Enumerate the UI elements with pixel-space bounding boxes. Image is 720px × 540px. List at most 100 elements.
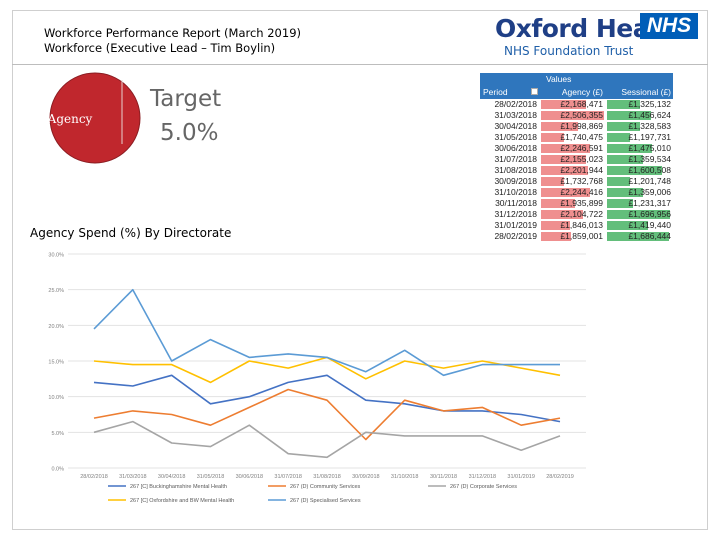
legend-entry: 267 (D) Corporate Services	[450, 484, 517, 490]
cell-period: 31/10/2018	[494, 187, 537, 197]
agency-databar	[541, 100, 587, 109]
report-subtitle: Workforce (Executive Lead – Tim Boylin)	[44, 41, 276, 55]
sessional-databar	[607, 221, 648, 230]
agency-databar	[541, 232, 571, 241]
cell-agency: £1,935,899	[541, 198, 607, 209]
sessional-databar	[607, 166, 663, 175]
series-line-0	[93, 374, 561, 423]
x-tick-label: 31/12/2018	[469, 474, 497, 480]
cell-period: 31/01/2019	[494, 220, 537, 230]
sessional-databar	[607, 111, 651, 120]
cell-sessional-value: £1,419,440	[628, 220, 671, 230]
y-tick-label: 5.0%	[51, 431, 64, 437]
cell-agency-value: £1,740,475	[560, 132, 603, 142]
x-tick-label: 28/02/2019	[546, 474, 574, 480]
x-tick-label: 30/04/2018	[158, 474, 186, 480]
cell-agency-value: £2,168,471	[560, 99, 603, 109]
agency-databar	[541, 144, 591, 153]
cell-agency-value: £1,846,013	[560, 220, 603, 230]
target-label: Target	[150, 86, 222, 112]
cell-sessional: £1,328,583	[607, 121, 673, 132]
table-values-label: Values	[480, 73, 673, 85]
sessional-databar	[607, 199, 633, 208]
x-tick-label: 30/11/2018	[430, 474, 457, 480]
filter-icon[interactable]	[531, 88, 538, 95]
agency-databar	[541, 188, 591, 197]
cell-sessional-value: £1,686,444	[628, 231, 671, 241]
cell-agency: £1,859,001	[541, 231, 607, 242]
cell-agency-value: £2,104,722	[560, 209, 603, 219]
legend-entry: 267 (D) Specialised Services	[290, 498, 361, 504]
agency-databar	[541, 155, 586, 164]
series-line-4	[93, 288, 560, 377]
table-row: 31/03/2018 £2,506,355 £1,456,624	[480, 110, 673, 121]
cell-agency-value: £1,935,899	[560, 198, 603, 208]
agency-spend-line-chart: 0.0% 5.0% 10.0% 15.0% 20.0% 25.0% 30.0% 28/02/2…	[48, 253, 586, 504]
sessional-databar	[607, 177, 631, 186]
table-row: 31/01/2019 £1,846,013 £1,419,440	[480, 220, 673, 231]
cell-period: 30/04/2018	[494, 121, 537, 131]
table-header: Period Agency (£) Sessional (£)	[480, 85, 673, 99]
table-row: 28/02/2019 £1,859,001 £1,686,444	[480, 231, 673, 242]
sessional-databar	[607, 133, 631, 142]
legend-entry: 267 [C] Oxfordshire and BW Mental Health	[130, 498, 234, 504]
cell-sessional: £1,456,624	[607, 110, 673, 121]
report-title: Workforce Performance Report (March 2019…	[44, 26, 301, 40]
cell-sessional: £1,197,731	[607, 132, 673, 143]
x-tick-label: 31/01/2019	[507, 474, 535, 480]
agency-databar	[541, 122, 578, 131]
cell-sessional-value: £1,359,534	[628, 154, 671, 164]
cell-agency-value: £1,859,001	[560, 231, 603, 241]
agency-indicator-label: Agency	[47, 112, 93, 126]
cell-period: 30/11/2018	[495, 198, 537, 208]
cell-sessional: £1,231,317	[607, 198, 673, 209]
y-tick-label: 15.0%	[48, 360, 64, 366]
slide-frame	[12, 10, 708, 530]
agency-databar	[541, 210, 584, 219]
table-row: 31/08/2018 £2,201,944 £1,600,508	[480, 165, 673, 176]
cell-agency-value: £2,244,416	[560, 187, 603, 197]
y-tick-label: 30.0%	[48, 253, 64, 259]
table-row: 31/07/2018 £2,155,023 £1,359,534	[480, 154, 673, 165]
cell-agency-value: £2,506,355	[560, 110, 603, 120]
cell-sessional: £1,359,534	[607, 154, 673, 165]
legend-entry: 267 (D) Community Services	[290, 484, 361, 490]
cell-agency-value: £1,998,869	[560, 121, 603, 131]
cell-period: 31/08/2018	[494, 165, 537, 175]
header-sessional: Sessional (£)	[621, 87, 671, 97]
sessional-databar	[607, 144, 653, 153]
cell-period: 28/02/2019	[494, 231, 537, 241]
agency-databar	[541, 221, 570, 230]
table-row: 30/06/2018 £2,246,591 £1,475,010	[480, 143, 673, 154]
sessional-databar	[607, 100, 641, 109]
nhs-logo: NHS	[640, 13, 698, 39]
cell-agency: £2,104,722	[541, 209, 607, 220]
table-body: 28/02/2018 £2,168,471 £1,325,132 31/03/2018…	[480, 99, 673, 242]
sessional-databar	[607, 155, 643, 164]
cell-sessional-value: £1,197,731	[628, 132, 671, 142]
header-period[interactable]: Period	[480, 85, 541, 99]
cell-sessional: £1,359,006	[607, 187, 673, 198]
header-agency: Agency (£)	[561, 87, 603, 97]
cell-agency: £1,740,475	[541, 132, 607, 143]
cell-period: 31/07/2018	[494, 154, 537, 164]
y-tick-label: 10.0%	[48, 395, 64, 401]
x-tick-label: 31/07/2018	[274, 474, 302, 480]
cell-agency: £2,201,944	[541, 165, 607, 176]
legend-entry: 267 [C] Buckinghamshire Mental Health	[130, 484, 227, 490]
agency-databar	[541, 111, 604, 120]
agency-indicator-disc	[49, 72, 141, 164]
cell-sessional-value: £1,359,006	[628, 187, 671, 197]
x-tick-label: 31/10/2018	[391, 474, 419, 480]
chart-title: Agency Spend (%) By Directorate	[30, 226, 232, 240]
x-tick-label: 30/09/2018	[352, 474, 380, 480]
sessional-databar	[607, 210, 670, 219]
header-divider	[12, 64, 708, 65]
y-tick-label: 0.0%	[51, 467, 64, 473]
agency-databar	[541, 177, 565, 186]
cell-sessional-value: £1,325,132	[628, 99, 671, 109]
cell-period: 30/06/2018	[494, 143, 537, 153]
cell-sessional: £1,600,508	[607, 165, 673, 176]
sessional-databar	[607, 188, 643, 197]
cell-agency: £1,998,869	[541, 121, 607, 132]
